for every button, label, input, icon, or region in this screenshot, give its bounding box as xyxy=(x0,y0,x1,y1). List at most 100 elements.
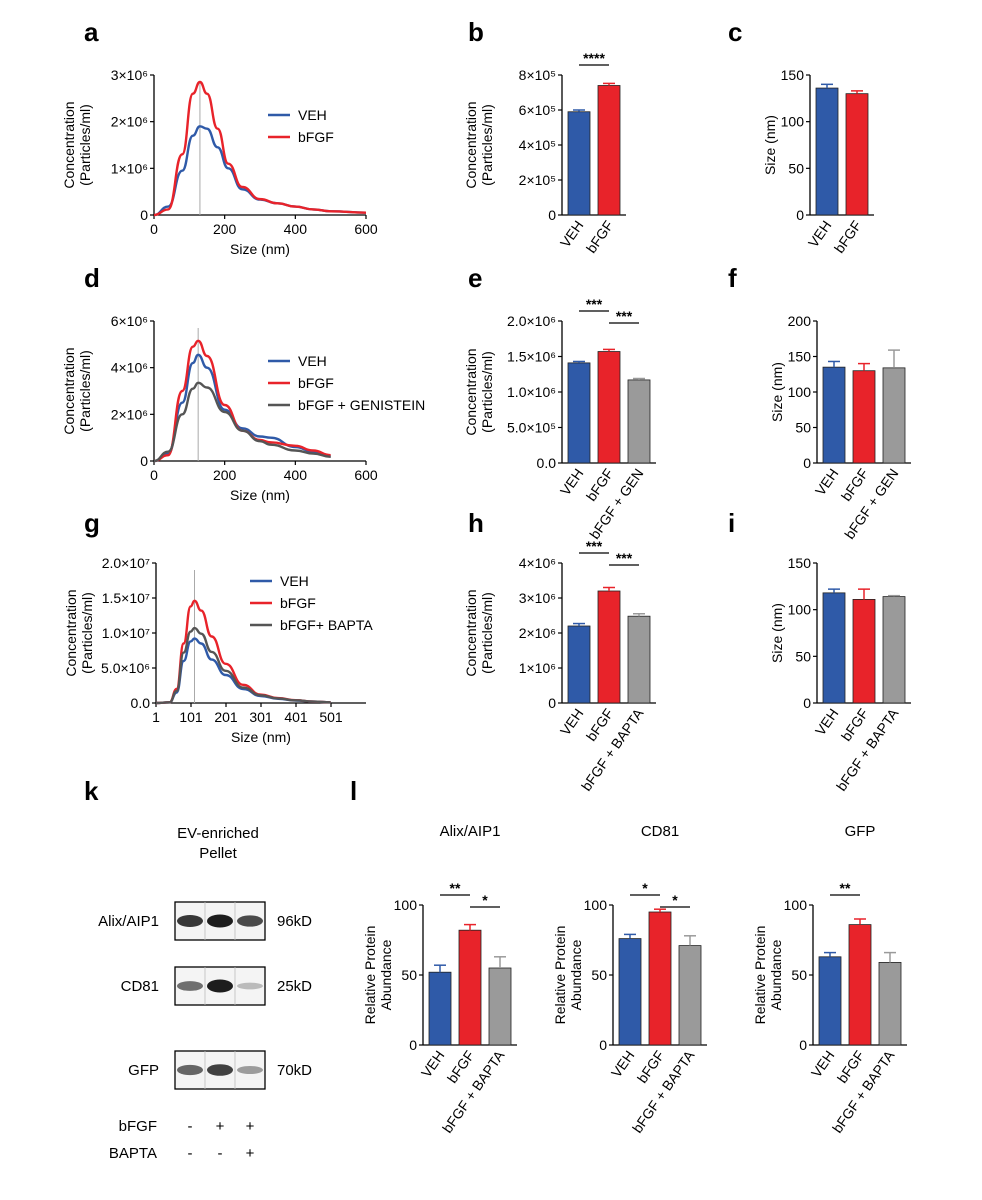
x-tick-label: 0 xyxy=(150,221,158,237)
treatment-mark-1-2: + xyxy=(246,1145,255,1162)
y-tick-label: 0 xyxy=(548,695,556,711)
category-label-1: bFGF xyxy=(583,218,617,256)
bar-1 xyxy=(845,93,869,216)
bar-1 xyxy=(597,590,621,704)
blot-band-2-2 xyxy=(237,1065,263,1075)
category-label-0: VEH xyxy=(805,218,835,251)
y-axis-label: Relative Protein xyxy=(362,926,378,1025)
blot-band-1-0 xyxy=(177,981,203,991)
chart-title: CD81 xyxy=(641,823,679,840)
series-line-1 xyxy=(153,339,331,463)
y-tick-label: 2×10⁵ xyxy=(519,172,556,188)
bar-2 xyxy=(882,596,906,704)
significance-label-0: *** xyxy=(586,296,603,312)
bar-1 xyxy=(852,370,876,464)
category-label-0: VEH xyxy=(812,466,842,499)
bar-0 xyxy=(618,938,642,1046)
y-tick-label: 100 xyxy=(788,602,812,618)
blot-band-0-0 xyxy=(177,915,203,927)
category-label-0: VEH xyxy=(557,706,587,739)
y-tick-label: 150 xyxy=(781,67,805,83)
y-tick-label: 2×10⁶ xyxy=(111,114,148,130)
legend-label-1: bFGF xyxy=(298,129,334,145)
bar-1 xyxy=(458,929,482,1046)
y-tick-label: 2.0×10⁶ xyxy=(507,313,556,329)
legend-label-0: VEH xyxy=(298,353,327,369)
y-axis-label: Size (nm) xyxy=(762,115,778,175)
bar-2 xyxy=(627,379,651,464)
y-tick-label: 100 xyxy=(788,384,812,400)
y-axis-label: Concentration xyxy=(463,348,479,435)
y-tick-label: 0 xyxy=(140,207,148,223)
y-tick-label: 100 xyxy=(784,897,808,913)
panel-letter-d: d xyxy=(84,263,100,293)
x-tick-label: 200 xyxy=(213,467,237,483)
y-axis-label: Relative Protein xyxy=(752,926,768,1025)
y-tick-label: 100 xyxy=(584,897,608,913)
bar-2 xyxy=(488,967,512,1046)
western-blot: EV-enriched Pellet Alix/AIP1 96kD CD81 25kD… xyxy=(98,825,312,1162)
y-axis-label-2: Abundance xyxy=(768,939,784,1010)
x-tick-label: 0 xyxy=(150,467,158,483)
panel-letter-b: b xyxy=(468,17,484,47)
category-label-0: VEH xyxy=(812,706,842,739)
panel-letter-a: a xyxy=(84,17,99,47)
y-axis-label: Size (nm) xyxy=(769,603,785,663)
y-tick-label: 50 xyxy=(788,160,804,176)
chart-b: 0 2×10⁵ 4×10⁵ 6×10⁵ 8×10⁵ Concentration (Parti… xyxy=(463,50,626,256)
y-axis-label: Concentration xyxy=(63,589,79,676)
bar-1 xyxy=(848,924,872,1046)
x-tick-label: 401 xyxy=(284,709,308,725)
x-tick-label: 600 xyxy=(354,221,378,237)
legend-label-2: bFGF+ BAPTA xyxy=(280,617,373,633)
y-tick-label: 100 xyxy=(394,897,418,913)
legend-label-0: VEH xyxy=(280,573,309,589)
y-tick-label: 5.0×10⁶ xyxy=(101,660,150,676)
y-tick-label: 6×10⁵ xyxy=(519,102,556,118)
y-tick-label: 0 xyxy=(599,1037,607,1053)
y-tick-label: 3×10⁶ xyxy=(111,67,148,83)
chart-title: Alix/AIP1 xyxy=(440,823,501,840)
y-tick-label: 150 xyxy=(788,555,812,571)
y-tick-label: 1.5×10⁷ xyxy=(102,590,150,606)
chart-d: 0 2×10⁶ 4×10⁶ 6×10⁶ 0 200 400 600 Size (nm) Conce… xyxy=(61,313,425,503)
legend-label-1: bFGF xyxy=(298,375,334,391)
blot-band-2-0 xyxy=(177,1064,203,1076)
y-tick-label: 1.0×10⁷ xyxy=(102,625,150,641)
x-tick-label: 1 xyxy=(152,709,160,725)
bar-1 xyxy=(852,599,876,704)
significance-label-0: ** xyxy=(840,880,851,896)
y-tick-label: 0 xyxy=(409,1037,417,1053)
x-tick-label: 101 xyxy=(179,709,203,725)
panel-letter-l: l xyxy=(350,776,357,806)
y-tick-label: 1×10⁶ xyxy=(111,160,148,176)
blot-band-1-1 xyxy=(207,979,233,993)
x-tick-label: 600 xyxy=(354,467,378,483)
x-axis-label: Size (nm) xyxy=(230,487,290,503)
y-axis-label-unit: (Particles/ml) xyxy=(479,351,495,433)
blot-size-label-0: 96kD xyxy=(277,913,312,930)
x-tick-label: 201 xyxy=(214,709,238,725)
series-line-2 xyxy=(153,381,331,463)
y-tick-label: 2×10⁶ xyxy=(111,406,148,422)
y-axis-label-unit: (Particles/ml) xyxy=(77,104,93,186)
panel-letter-h: h xyxy=(468,508,484,538)
y-tick-label: 5.0×10⁵ xyxy=(507,420,556,436)
y-tick-label: 0 xyxy=(548,207,556,223)
chart-l1: 0 50 100 Relative Protein Abundance Alix/AIP1… xyxy=(362,823,517,1136)
y-axis-label: Concentration xyxy=(61,101,77,188)
chart-e: 0.0 5.0×10⁵ 1.0×10⁶ 1.5×10⁶ 2.0×10⁶ Concentra… xyxy=(463,296,656,542)
y-axis-label-unit: (Particles/ml) xyxy=(79,592,95,674)
blot-protein-label-1: CD81 xyxy=(121,978,159,995)
y-tick-label: 4×10⁶ xyxy=(111,360,148,376)
significance-label-1: * xyxy=(482,892,488,908)
bar-2 xyxy=(878,962,902,1046)
y-tick-label: 2×10⁶ xyxy=(519,625,556,641)
bar-0 xyxy=(822,592,846,704)
y-axis-label: Concentration xyxy=(463,101,479,188)
x-tick-label: 400 xyxy=(284,467,308,483)
